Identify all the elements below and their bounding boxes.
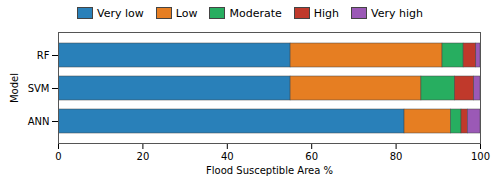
- svg-text:100: 100: [471, 151, 490, 162]
- svg-text:SVM: SVM: [28, 83, 50, 94]
- html-text:Moderate: Moderate: [229, 6, 282, 20]
- svg-text:60: 60: [305, 151, 318, 162]
- svg-text:Model: Model: [9, 73, 20, 103]
- svg-text:ANN: ANN: [28, 116, 50, 127]
- svg-text:0: 0: [55, 151, 61, 162]
- html-text:Very low: Very low: [97, 6, 144, 20]
- svg-text:RF: RF: [37, 50, 50, 61]
- svg-text:Flood Susceptible Area %: Flood Susceptible Area %: [206, 165, 333, 176]
- html-text:Very high: Very high: [371, 6, 423, 20]
- html-text:Low: Low: [175, 6, 198, 20]
- html-text:High: High: [313, 6, 339, 20]
- svg-text:80: 80: [390, 151, 403, 162]
- svg-text:20: 20: [137, 151, 150, 162]
- svg-text:40: 40: [221, 151, 234, 162]
